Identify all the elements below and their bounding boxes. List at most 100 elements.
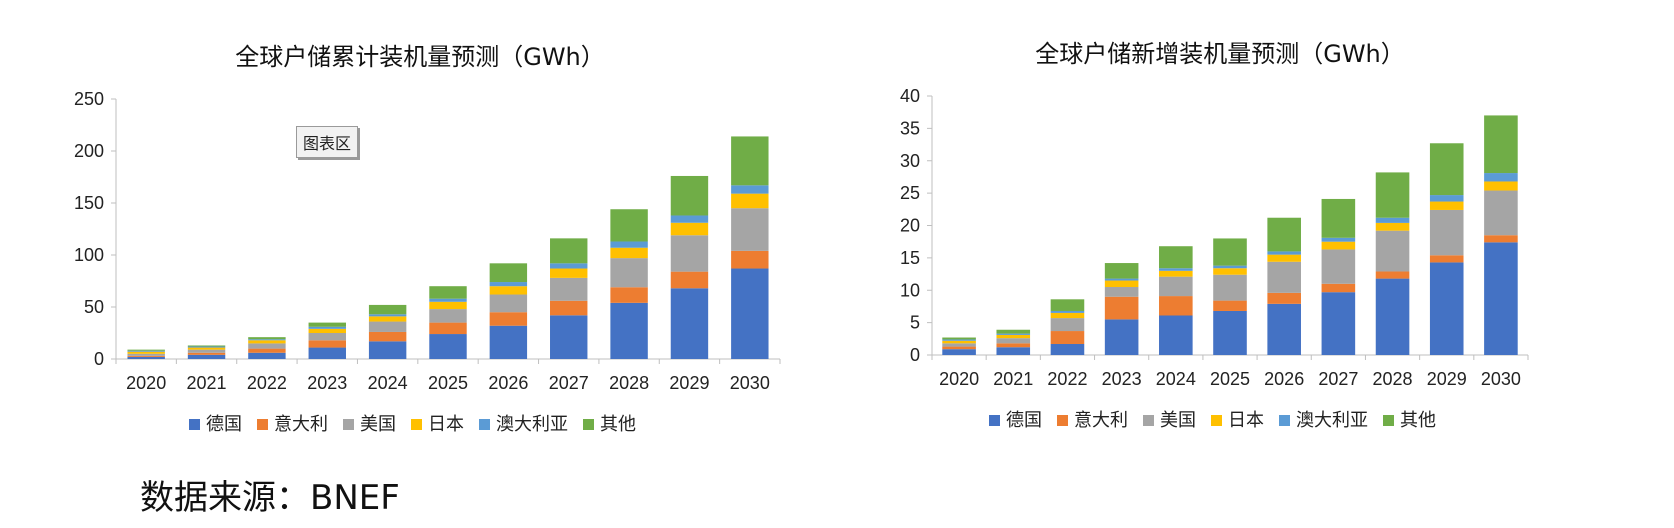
chart-1-x-tick-label: 2020: [939, 369, 979, 389]
chart-0-bar-2030-意大利: [731, 250, 769, 269]
chart-1-bar-2030-德国: [1484, 242, 1518, 355]
chart-0-bar-2030-日本: [731, 193, 769, 209]
chart-0-bar-2026-美国: [489, 294, 528, 313]
chart-0-bar-2025-其他: [429, 286, 467, 299]
chart-0-x-tick-label: 2023: [307, 373, 347, 393]
chart-0-bar-2029-其他: [670, 175, 709, 216]
chart-0-bar-2028-其他: [610, 209, 648, 242]
chart-1-x-tick-label: 2024: [1156, 369, 1196, 389]
chart-1-bar-2030-其他: [1484, 115, 1518, 174]
chart-0-bar-2030-其他: [731, 136, 769, 186]
chart-1-x-tick-label: 2028: [1373, 369, 1413, 389]
chart-1-x-tick-label: 2021: [993, 369, 1033, 389]
chart-1-y-tick-label: 35: [900, 118, 920, 138]
chart-0-bar-2026-其他: [489, 263, 528, 283]
chart-0-bar-2029-澳大利亚: [670, 215, 709, 223]
chart-1-bar-2020-美国: [942, 343, 976, 347]
chart-0-bar-2029-德国: [670, 288, 709, 359]
chart-0-legend-label: 日本: [428, 414, 464, 435]
chart-1-y-tick-label: 25: [900, 183, 920, 203]
chart-1-y-tick-label: 20: [900, 216, 920, 236]
chart-0-legend-swatch: [257, 419, 268, 430]
chart-1-bar-2024-其他: [1159, 246, 1193, 269]
chart-1-bar-2021-日本: [996, 334, 1031, 339]
chart-0-legend-label: 澳大利亚: [496, 414, 568, 435]
chart-1-y-tick-label: 0: [910, 345, 920, 365]
cumulative-installations-chart: 全球户储累计装机量预测（GWh） 0 50 100 150 200 250 2020 2021 2…: [74, 43, 781, 435]
chart-1-x-tick-label: 2030: [1481, 369, 1521, 389]
chart-0-bar-2026-澳大利亚: [489, 282, 528, 287]
chart-0-bar-2022-德国: [248, 352, 286, 359]
chart-0-bar-2022-其他: [248, 337, 286, 340]
chart-1-bar-2027-德国: [1321, 292, 1356, 355]
chart-1-bar-2020-澳大利亚: [942, 339, 976, 341]
chart-1-x-tick-label: 2022: [1047, 369, 1087, 389]
chart-1-bar-2030-意大利: [1484, 235, 1518, 243]
chart-0-bar-2024-其他: [368, 304, 407, 315]
chart-0-bar-2021-日本: [187, 347, 226, 350]
chart-0-bar-2027-美国: [550, 277, 588, 301]
chart-1-bar-2026-日本: [1267, 254, 1301, 262]
chart-1-x-tick-label: 2023: [1102, 369, 1142, 389]
chart-1-bar-2026-其他: [1267, 217, 1301, 252]
chart-0-bar-2027-日本: [550, 268, 588, 278]
chart-0-bar-2021-意大利: [187, 352, 226, 355]
chart-0-bar-2023-意大利: [308, 340, 346, 348]
chart-1-bar-2028-德国: [1375, 278, 1410, 355]
chart-1-legend-label: 意大利: [1074, 410, 1128, 431]
chart-0-bar-2022-意大利: [248, 348, 286, 353]
chart-1-bar-2030-美国: [1484, 190, 1518, 236]
chart-area-tag: 图表区: [296, 126, 359, 158]
chart-1-y-tick-label: 15: [900, 248, 920, 268]
chart-0-bar-2020-德国: [127, 356, 165, 359]
chart-1-title: 全球户储新增装机量预测（GWh）: [1035, 40, 1405, 68]
chart-0-bar-2028-德国: [610, 302, 648, 359]
chart-1-bar-2020-其他: [942, 337, 976, 340]
chart-1-legend-swatch: [1211, 415, 1222, 426]
chart-1-bar-2026-德国: [1267, 303, 1301, 355]
chart-1-bar-2027-美国: [1321, 249, 1356, 284]
chart-0-y-tick-label: 0: [94, 349, 104, 369]
chart-0-legend-swatch: [583, 419, 594, 430]
chart-0-legend-swatch: [479, 419, 490, 430]
chart-1-bar-2025-澳大利亚: [1213, 265, 1247, 269]
chart-1-bar-2023-澳大利亚: [1104, 278, 1139, 281]
chart-1-bar-2020-日本: [942, 340, 976, 344]
chart-0-bar-2029-意大利: [670, 271, 709, 289]
chart-1-legend-swatch: [1383, 415, 1394, 426]
chart-1-bar-2024-德国: [1159, 315, 1193, 355]
chart-1-bar-2026-意大利: [1267, 292, 1301, 304]
chart-1-y-tick-label: 30: [900, 151, 920, 171]
chart-1-bar-2021-意大利: [996, 343, 1031, 348]
chart-1-bar-2022-其他: [1050, 299, 1085, 311]
chart-0-x-tick-label: 2030: [730, 373, 770, 393]
source-note: 数据来源：BNEF: [140, 478, 400, 518]
chart-0-bar-2021-德国: [187, 354, 226, 359]
chart-0-bar-2021-其他: [187, 345, 226, 347]
chart-1-bar-2020-意大利: [942, 346, 976, 350]
chart-1-legend-label: 德国: [1006, 410, 1042, 431]
chart-0-bar-2020-意大利: [127, 355, 165, 357]
chart-0-legend-label: 德国: [206, 414, 242, 435]
chart-1-bar-2024-澳大利亚: [1159, 268, 1193, 271]
chart-0-bar-2021-澳大利亚: [187, 346, 226, 348]
chart-0-bar-2028-美国: [610, 258, 648, 288]
chart-1-bar-2028-意大利: [1375, 271, 1410, 279]
chart-1-bar-2026-美国: [1267, 261, 1301, 293]
chart-0-legend-label: 意大利: [274, 414, 328, 435]
chart-1-bar-2030-日本: [1484, 181, 1518, 191]
chart-0-bar-2028-日本: [610, 247, 648, 259]
chart-1-bar-2024-日本: [1159, 270, 1193, 277]
chart-0-x-tick-label: 2026: [488, 373, 528, 393]
chart-0-legend-label: 美国: [360, 414, 396, 435]
chart-0-bar-2026-德国: [489, 325, 528, 359]
chart-0-bar-2022-澳大利亚: [248, 339, 286, 341]
chart-0-bar-2029-日本: [670, 222, 709, 236]
chart-0-legend-swatch: [343, 419, 354, 430]
chart-0-legend-swatch: [411, 419, 422, 430]
chart-0-bar-2023-美国: [308, 333, 346, 341]
chart-1-bar-2025-德国: [1213, 310, 1247, 355]
chart-0-bar-2027-澳大利亚: [550, 263, 588, 269]
chart-0-legend-swatch: [189, 419, 200, 430]
